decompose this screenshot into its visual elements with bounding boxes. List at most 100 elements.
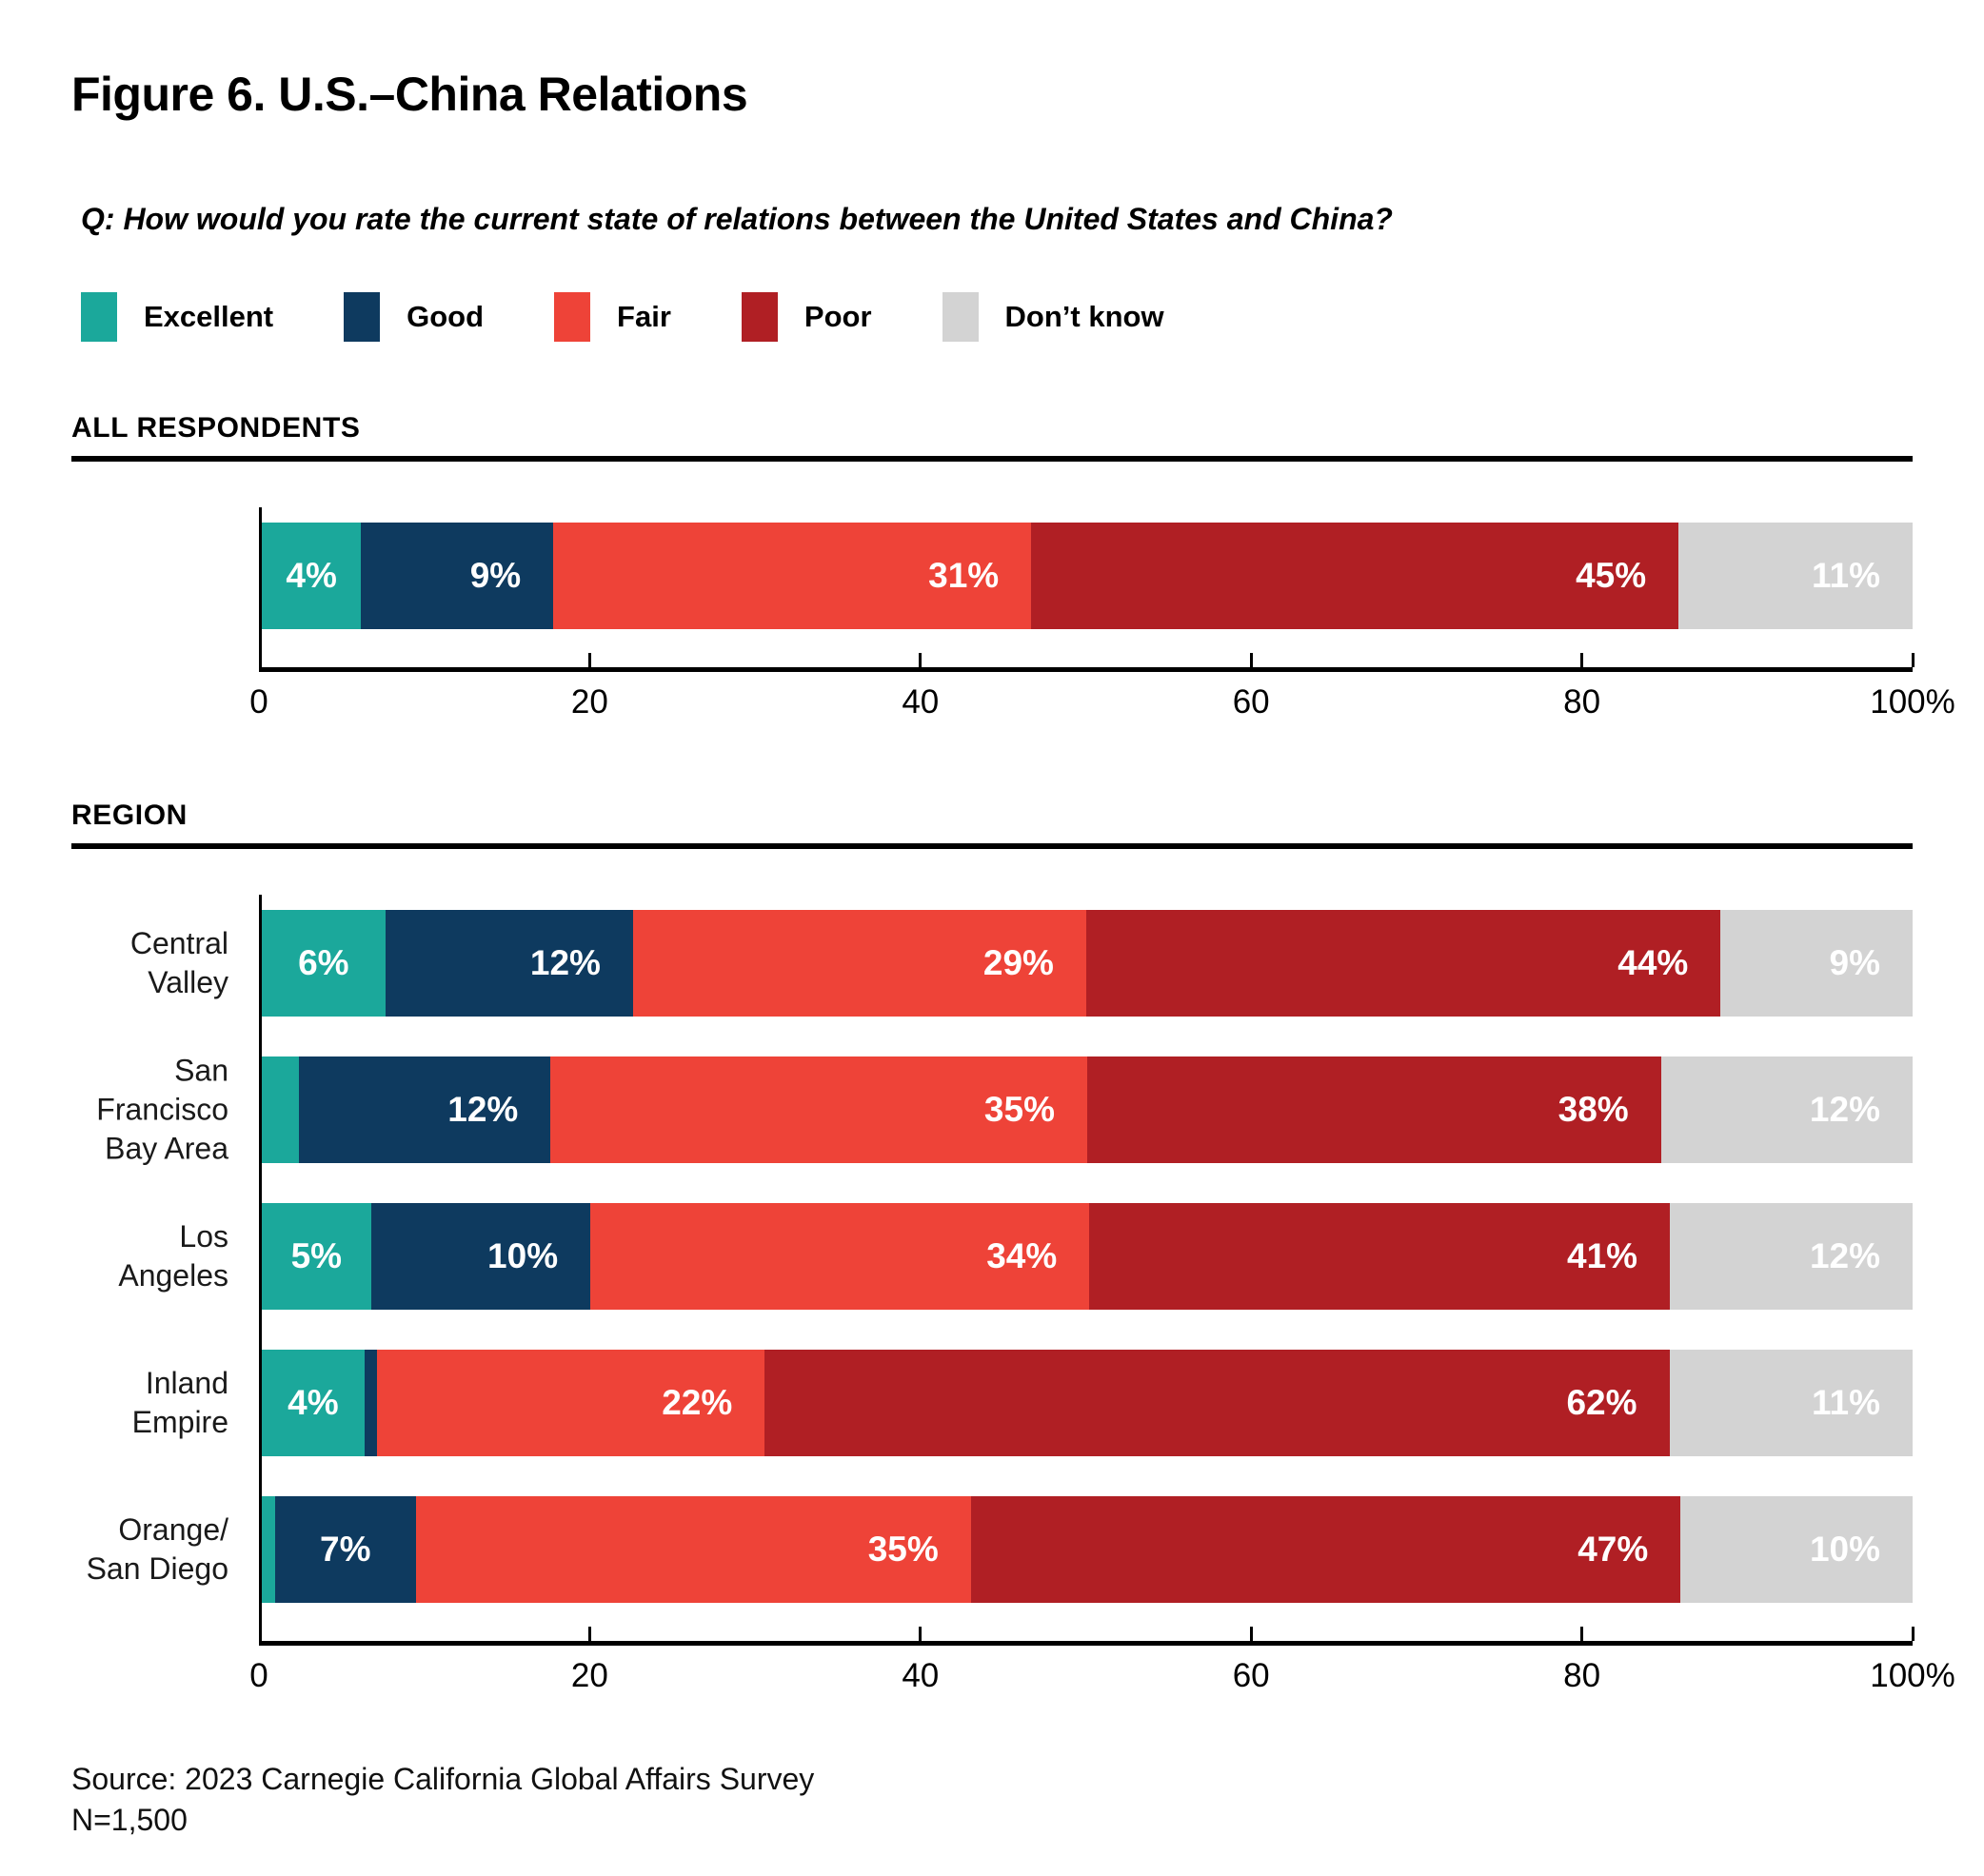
legend-label: Excellent [144, 300, 274, 333]
axis-tick-label: 0 [249, 683, 268, 721]
x-axis-labels: 0 20 40 60 80 100% [249, 683, 1955, 729]
bar-segment: 29% [632, 910, 1086, 1017]
legend: Excellent Good Fair Poor Don’t know [71, 292, 1913, 342]
bar-segment-value: 7% [320, 1530, 371, 1569]
legend-label: Don’t know [1004, 300, 1164, 333]
axis-tick-label: 60 [1232, 1657, 1270, 1694]
bar-segment: 35% [550, 1056, 1087, 1163]
bar-row: San Francisco Bay Area 12% 35% 38% 12% [96, 1054, 1913, 1165]
bar-segment: 9% [1720, 910, 1914, 1017]
bar-row: Los Angeles 5% 10% 34% 41% 12% [118, 1203, 1913, 1310]
category-label: San Francisco Bay Area [67, 1052, 228, 1169]
sample-size-note: N=1,500 [71, 1803, 188, 1837]
category-label-line: Inland Empire [131, 1366, 228, 1439]
bar-segment-value: 29% [982, 943, 1054, 982]
stacked-bar: 12% 35% 38% 12% [262, 1056, 1913, 1163]
stacked-bar: 5% 10% 34% 41% 12% [262, 1203, 1913, 1310]
bar-segment-value: 31% [928, 556, 1000, 595]
axis-tick-label: 20 [570, 1657, 608, 1694]
category-label-line: Orange/ [118, 1512, 228, 1548]
bar-segment: 6% [262, 910, 386, 1017]
legend-swatch [81, 292, 117, 342]
category-label: Central Valley [67, 924, 228, 1002]
axis-tick [1580, 1627, 1584, 1641]
axis-tick-label: 40 [902, 683, 940, 721]
legend-label: Good [407, 300, 485, 333]
bar-segment-value: 62% [1566, 1383, 1637, 1422]
legend-swatch [344, 292, 381, 342]
bar-segment-value: 35% [983, 1090, 1055, 1129]
axis-tick [919, 1627, 923, 1641]
bar-segment: 34% [590, 1203, 1090, 1310]
axis-tick [919, 653, 923, 667]
legend-item: Fair [554, 292, 671, 342]
category-label-line: Bay Area [105, 1131, 228, 1166]
axis-tick-label: 100% [1870, 683, 1955, 721]
bar-segment-value: 10% [1809, 1530, 1880, 1569]
bar-segment-value: 12% [1809, 1090, 1880, 1129]
bar-segment: 47% [970, 1496, 1681, 1603]
category-label-line: Central Valley [129, 926, 228, 999]
bar-segment-value: 11% [1811, 556, 1880, 595]
x-axis [259, 653, 1915, 672]
bar-segment: 22% [377, 1350, 765, 1456]
bar-row: Inland Empire 4% 22% 62% 11% [132, 1350, 1913, 1456]
stacked-bar: 4% 22% 62% 11% [262, 1350, 1913, 1456]
axis-tick [587, 653, 591, 667]
axis-tick [1911, 653, 1915, 667]
legend-label: Poor [804, 300, 872, 333]
figure-title: Figure 6. U.S.–China Relations [71, 68, 748, 121]
stacked-bar: 7% 35% 47% 10% [262, 1496, 1913, 1603]
axis-tick-label: 40 [902, 1657, 940, 1694]
bar-segment: 44% [1085, 910, 1721, 1017]
bar-segment: 62% [764, 1350, 1670, 1456]
x-axis-labels: 0 20 40 60 80 100% [249, 1657, 1955, 1703]
stacked-bar: 4% 9% 31% 45% 11% [262, 523, 1913, 629]
category-label-line: San Diego [86, 1551, 228, 1586]
bar-segment-value: 12% [529, 943, 601, 982]
plot-body: Central Valley 6% 12% 29% 44% 9% San Francisco… [87, 895, 1914, 1641]
bar-segment-value: 22% [662, 1383, 733, 1422]
bar-segment-value: 12% [447, 1090, 519, 1129]
bar-segment-value: 9% [1829, 943, 1881, 982]
source-note: Source: 2023 Carnegie California Global … [71, 1762, 815, 1796]
category-label: Inland Empire [67, 1364, 228, 1442]
bar-segment [262, 1056, 300, 1163]
section-heading-all-respondents: ALL RESPONDENTS [71, 412, 361, 444]
bar-segment: 41% [1089, 1203, 1671, 1310]
bar-segment-value: 9% [469, 556, 522, 595]
bar-segment: 5% [262, 1203, 371, 1310]
bar-segment: 10% [1680, 1496, 1913, 1603]
category-label-line: Los Angeles [118, 1219, 228, 1293]
axis-tick [1249, 653, 1253, 667]
bar-segment: 11% [1678, 523, 1913, 629]
legend-item: Good [344, 292, 484, 342]
category-label: Orange/San Diego [67, 1511, 228, 1589]
legend-item: Don’t know [942, 292, 1164, 342]
legend-item: Poor [741, 292, 872, 342]
axis-tick [1249, 1627, 1253, 1641]
section-rule [71, 456, 1913, 462]
section-rule [71, 843, 1913, 849]
legend-label: Fair [617, 300, 671, 333]
bar-row: Orange/San Diego 7% 35% 47% 10% [87, 1496, 1913, 1603]
axis-tick-label: 0 [249, 1657, 268, 1694]
legend-swatch [942, 292, 979, 342]
axis-tick [1911, 1627, 1915, 1641]
bar-segment: 38% [1086, 1056, 1661, 1163]
bar-segment-value: 4% [288, 1383, 339, 1422]
bar-segment-value: 44% [1617, 943, 1689, 982]
axis-tick-label: 100% [1870, 1657, 1955, 1694]
bar-segment-value: 47% [1577, 1530, 1649, 1569]
region-chart: Central Valley 6% 12% 29% 44% 9% San Francisco… [87, 895, 1955, 1703]
section-heading-region: REGION [71, 800, 188, 831]
legend-swatch [554, 292, 591, 342]
bar-segment-value: 11% [1811, 1383, 1880, 1422]
category-label-line: San Francisco [96, 1053, 228, 1127]
survey-question: Q: How would you rate the current state … [81, 202, 1393, 236]
bar-segment-value: 10% [487, 1236, 559, 1275]
bar-row: 4% 9% 31% 45% 11% [262, 523, 1913, 629]
bar-segment: 9% [361, 523, 554, 629]
bar-segment: 12% [299, 1056, 551, 1163]
all-respondents-chart: 4% 9% 31% 45% 11% 0 20 40 60 80 100% [249, 507, 1955, 729]
